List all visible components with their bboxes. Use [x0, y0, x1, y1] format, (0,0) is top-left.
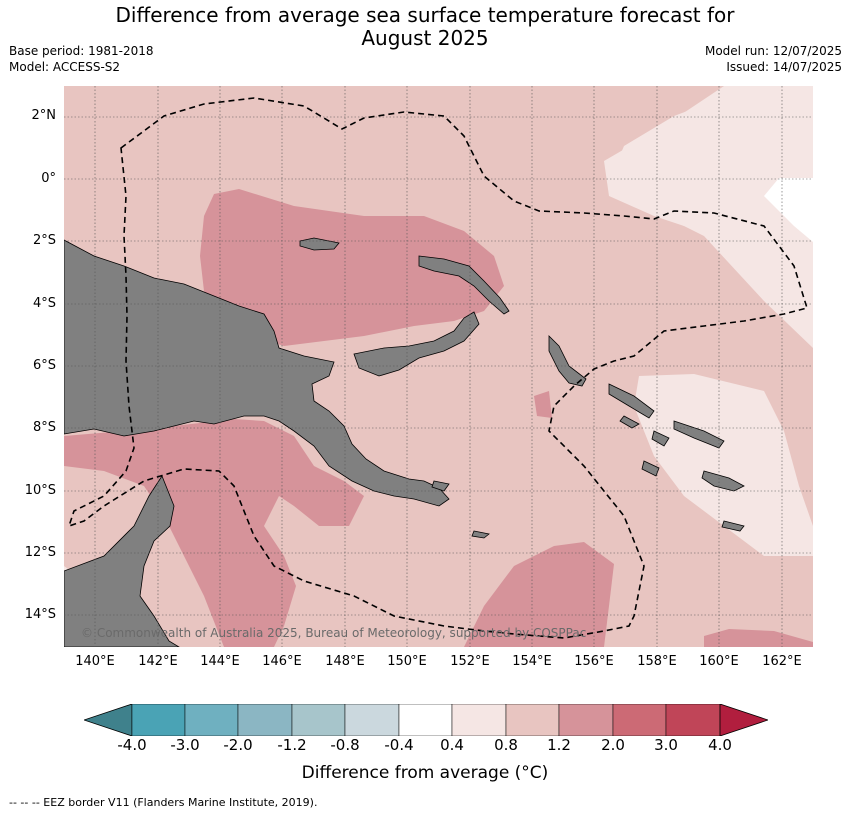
- colorbar-tick: -0.4: [384, 736, 414, 754]
- map-copyright: © Commonwealth of Australia 2025, Bureau…: [81, 626, 587, 640]
- colorbar-tick: -0.8: [330, 736, 360, 754]
- land-solomon-6: [641, 460, 660, 477]
- colorbar-tick: 0.8: [494, 736, 518, 754]
- land-cape-york: [64, 475, 180, 647]
- lon-label: 144°E: [200, 654, 240, 669]
- lat-label: 8°S: [32, 420, 56, 435]
- colorbar-tick: -2.0: [223, 736, 253, 754]
- colorbar-segment: [398, 704, 453, 736]
- lon-label: 162°E: [762, 654, 802, 669]
- colorbar-segment: [612, 704, 667, 736]
- colorbar-arrow-right: [719, 704, 768, 736]
- colorbar-segment: [505, 704, 560, 736]
- chart-title: Difference from average sea surface temp…: [0, 4, 850, 50]
- anomaly-dark-patch: [534, 391, 552, 418]
- lon-label: 158°E: [637, 654, 677, 669]
- colorbar-tick: 0.4: [440, 736, 464, 754]
- colorbar-tick: 4.0: [708, 736, 732, 754]
- meta-left: Base period: 1981-2018 Model: ACCESS-S2: [9, 43, 154, 75]
- issued-date: Issued: 14/07/2025: [726, 60, 842, 74]
- anomaly-dark-gulf: [64, 419, 364, 647]
- lat-label: 14°S: [24, 607, 56, 622]
- colorbar-segment: [237, 704, 293, 736]
- lat-label: 6°S: [32, 358, 56, 373]
- land-louisiade: [471, 530, 490, 539]
- model-run: Model run: 12/07/2025: [704, 44, 842, 58]
- colorbar-segment: [184, 704, 239, 736]
- colorbar-tick: 2.0: [601, 736, 625, 754]
- title-line-1: Difference from average sea surface temp…: [115, 3, 735, 27]
- eez-border: [67, 97, 809, 639]
- base-period: Base period: 1981-2018: [9, 44, 154, 58]
- land-solomon-1: [608, 383, 655, 419]
- lon-label: 148°E: [325, 654, 365, 669]
- land-rennell: [721, 520, 745, 532]
- land-d-entrecasteaux: [431, 480, 450, 492]
- anomaly-white-north-east: [764, 178, 813, 242]
- land-bougainville: [548, 335, 587, 387]
- meta-right: Model run: 12/07/2025 Issued: 14/07/2025: [705, 43, 842, 75]
- title-line-2: August 2025: [361, 26, 489, 50]
- colorbar-segment: [665, 704, 721, 736]
- eez-legend-text: -- -- -- EEZ border V11 (Flanders Marine…: [9, 796, 318, 809]
- lon-label: 146°E: [262, 654, 302, 669]
- anomaly-light-east: [634, 374, 813, 556]
- colorbar-segment: [344, 704, 400, 736]
- colorbar-segment: [131, 704, 186, 736]
- colorbar-title: Difference from average (°C): [301, 763, 549, 783]
- lon-label: 140°E: [75, 654, 115, 669]
- map-canvas: [64, 86, 813, 647]
- lat-label: 2°N: [31, 108, 57, 123]
- anomaly-dark-bismarck: [200, 189, 504, 346]
- colorbar-segment: [291, 704, 346, 736]
- lon-label: 154°E: [512, 654, 552, 669]
- colorbar-segment: [558, 704, 614, 736]
- colorbar-tick: 1.2: [547, 736, 571, 754]
- sst-map: [64, 86, 813, 647]
- lon-label: 152°E: [450, 654, 490, 669]
- colorbar-tick: 3.0: [654, 736, 678, 754]
- map-gridlines: [64, 86, 813, 647]
- land-new-britain: [353, 311, 480, 377]
- lon-label: 156°E: [574, 654, 614, 669]
- land-solomon-3: [651, 430, 670, 447]
- lat-label: 0°: [41, 171, 56, 186]
- anomaly-light-north-east-2: [609, 86, 813, 348]
- colorbar-tick: -4.0: [117, 736, 147, 754]
- colorbar-arrow-left: [84, 704, 133, 736]
- lon-label: 160°E: [699, 654, 739, 669]
- lon-label: 150°E: [387, 654, 427, 669]
- anomaly-dark-coral: [464, 542, 614, 647]
- lat-label: 4°S: [32, 296, 56, 311]
- land-new-ireland: [418, 255, 510, 315]
- lon-label: 142°E: [138, 654, 178, 669]
- model-name: Model: ACCESS-S2: [9, 60, 121, 74]
- colorbar-segment: [451, 704, 507, 736]
- colorbar-tick: -3.0: [170, 736, 200, 754]
- land-new-guinea: [64, 239, 450, 507]
- colorbar: [84, 704, 768, 736]
- lat-label: 2°S: [32, 233, 56, 248]
- lat-label: 12°S: [24, 545, 56, 560]
- anomaly-dark-south-east: [704, 629, 813, 647]
- colorbar-tick: -1.2: [277, 736, 307, 754]
- lat-label: 10°S: [24, 483, 56, 498]
